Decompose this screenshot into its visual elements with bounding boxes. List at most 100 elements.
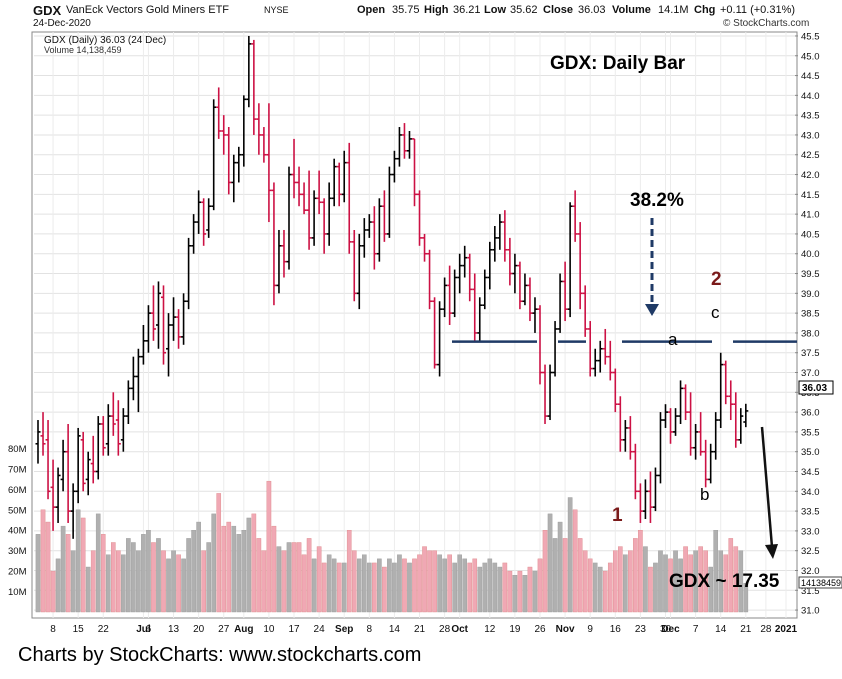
ohlc-bar	[572, 190, 578, 242]
volume-bar	[527, 566, 533, 613]
volume-bar	[452, 562, 457, 613]
ohlc-bar	[371, 206, 377, 270]
ohlc-bar	[306, 170, 312, 250]
volume-bar	[256, 538, 262, 613]
volume-bar	[382, 566, 387, 613]
volume-bar	[572, 509, 578, 613]
price-tick-label: 35.5	[801, 427, 820, 438]
volume-bar	[407, 562, 412, 613]
volume-bar	[346, 530, 352, 613]
chart-title: GDX: Daily Bar	[550, 53, 686, 74]
ohlc-bar	[547, 364, 553, 421]
ohlc-bar	[191, 214, 197, 254]
volume-bar	[246, 517, 252, 613]
volume-bar	[738, 550, 744, 613]
ohlc-bar	[452, 269, 458, 318]
volume-axis: 10M 20M 30M 40M 50M 60M 70M 80M	[8, 444, 27, 598]
ohlc-bar	[668, 408, 674, 444]
volume-bar	[663, 554, 668, 613]
ohlc-bar	[241, 95, 247, 167]
retracement-arrow-head	[645, 304, 659, 316]
volume-bar	[688, 554, 693, 613]
ohlc-bar	[632, 443, 638, 500]
volume-bar	[557, 521, 563, 613]
volume-bar	[126, 538, 131, 613]
ohlc-bar	[652, 467, 658, 512]
volume-bar	[397, 554, 402, 613]
price-tick-label: 31.5	[801, 586, 820, 597]
ohlc-bar	[166, 313, 172, 377]
date-tick-label: 23	[635, 624, 647, 635]
volume-bar	[80, 517, 86, 613]
date-tick-label: 12	[484, 624, 496, 635]
volume-bar	[517, 570, 523, 613]
target-label: GDX ~ 17.35	[669, 571, 780, 592]
chart-header: GDX VanEck Vectors Gold Miners ETF NYSE …	[0, 0, 842, 32]
ohlc-bar	[271, 182, 277, 306]
ohlc-bar	[401, 123, 407, 159]
ohlc-bar	[125, 380, 131, 424]
ohlc-bar	[311, 190, 317, 246]
ohlc-bar	[226, 127, 232, 195]
volume-bar	[176, 554, 181, 613]
ohlc-bar	[281, 229, 287, 278]
volume-bar	[628, 550, 633, 613]
ohlc-bar	[110, 392, 116, 436]
ohlc-bar	[396, 127, 402, 167]
ohlc-bar	[50, 459, 56, 531]
price-tick-label: 41.0	[801, 210, 820, 221]
ohlc-bar	[161, 285, 166, 365]
date-tick-label: 19	[509, 624, 521, 635]
volume-bar	[638, 530, 643, 613]
date-tick-label: 30	[660, 624, 672, 635]
volume-bar	[422, 546, 427, 613]
volume-bar	[55, 558, 61, 613]
volume-bar	[151, 542, 156, 613]
ohlc-bar	[130, 356, 136, 401]
volume-bar	[286, 542, 292, 613]
volume-bar	[331, 558, 337, 613]
ohlc-bar	[567, 202, 573, 318]
ohlc-bar	[482, 269, 488, 310]
volume-bar	[121, 554, 126, 613]
volume-bar	[427, 550, 432, 613]
security-name: VanEck Vectors Gold Miners ETF	[66, 4, 230, 16]
price-tick-label: 37.0	[801, 368, 820, 379]
price-tick-label: 32.5	[801, 546, 820, 557]
volume-bar	[306, 538, 312, 613]
date-tick-label: Aug	[234, 624, 253, 635]
volume-bar	[537, 558, 543, 613]
ohlc-bar	[80, 431, 86, 492]
volume-bar	[136, 550, 141, 613]
ohlc-bar	[386, 166, 392, 238]
symbol: GDX	[33, 3, 62, 18]
volume-bar	[387, 558, 392, 613]
date-tick-label: 28	[439, 624, 451, 635]
date-tick-label: 20	[193, 624, 205, 635]
volume-bar	[457, 554, 462, 613]
ohlc-bar	[723, 360, 729, 405]
date-tick-label: Dec	[661, 624, 680, 635]
volume-bar	[105, 554, 111, 613]
price-tick-label: 42.5	[801, 150, 820, 161]
ohlc-bar	[406, 130, 412, 159]
date-tick-label: 27	[218, 624, 230, 635]
ohlc-bar	[261, 127, 267, 163]
volume-bar	[40, 509, 46, 613]
ohlc-bar	[361, 218, 367, 258]
date-tick-label: 28	[760, 624, 772, 635]
volume-bar	[703, 550, 708, 613]
legend-volume: Volume 14,138,459	[44, 45, 122, 55]
date-tick-label: 13	[168, 624, 180, 635]
date-tick-label: 7	[693, 624, 699, 635]
volume-bar	[728, 538, 734, 613]
ohlc-bar	[477, 297, 483, 341]
date-tick-label: 6	[146, 624, 152, 635]
ohlc-bar	[492, 226, 498, 262]
volume-bar	[361, 554, 367, 613]
ohlc-bar	[597, 340, 603, 373]
volume-bar	[216, 493, 222, 613]
ohlc-bar	[155, 281, 161, 349]
ohlc-bar	[673, 408, 679, 436]
ohlc-bar	[427, 249, 433, 310]
